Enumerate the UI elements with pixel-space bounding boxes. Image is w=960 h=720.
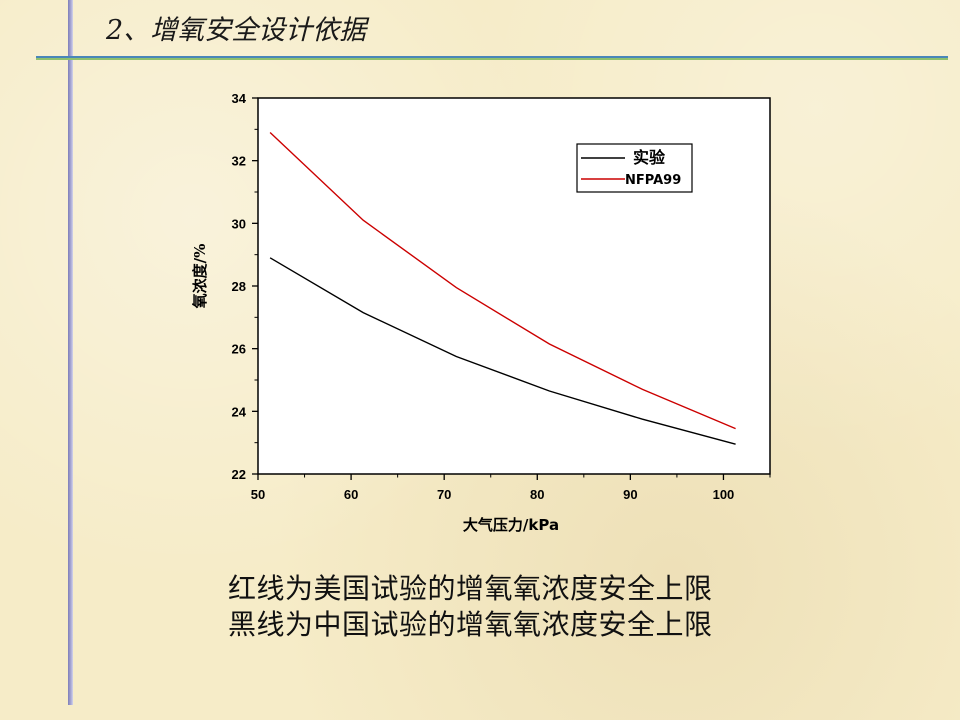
y-tick-label: 32 — [232, 154, 246, 169]
plot-area — [257, 97, 771, 475]
series-line-nfpa99 — [269, 131, 736, 430]
slide-horizontal-rule — [36, 56, 948, 60]
legend-box — [576, 143, 693, 193]
x-tick-label: 50 — [251, 487, 265, 502]
y-tick-label: 28 — [232, 279, 246, 294]
series-line-experiment — [269, 257, 736, 445]
y-tick-label: 24 — [232, 404, 247, 419]
x-tick-label: 70 — [437, 487, 451, 502]
legend-label: NFPA99 — [625, 173, 681, 188]
y-tick-label: 34 — [232, 91, 247, 106]
y-axis-label: 氧浓度/% — [191, 244, 209, 310]
y-tick-label: 30 — [232, 216, 246, 231]
caption-line-1: 红线为美国试验的增氧氧浓度安全上限 — [228, 572, 713, 605]
caption-line-2: 黑线为中国试验的增氧氧浓度安全上限 — [228, 608, 713, 641]
x-tick-label: 60 — [344, 487, 358, 502]
slide-vertical-rule — [68, 0, 73, 705]
slide-title: 2、增氧安全设计依据 — [106, 15, 367, 46]
x-tick-label: 80 — [530, 487, 544, 502]
x-axis-label: 大气压力/kPa — [463, 516, 559, 534]
x-tick-label: 90 — [623, 487, 637, 502]
x-tick-label: 100 — [713, 487, 735, 502]
y-tick-label: 26 — [232, 342, 246, 357]
y-tick-label: 22 — [232, 467, 246, 482]
legend-label: 实验 — [633, 148, 666, 167]
